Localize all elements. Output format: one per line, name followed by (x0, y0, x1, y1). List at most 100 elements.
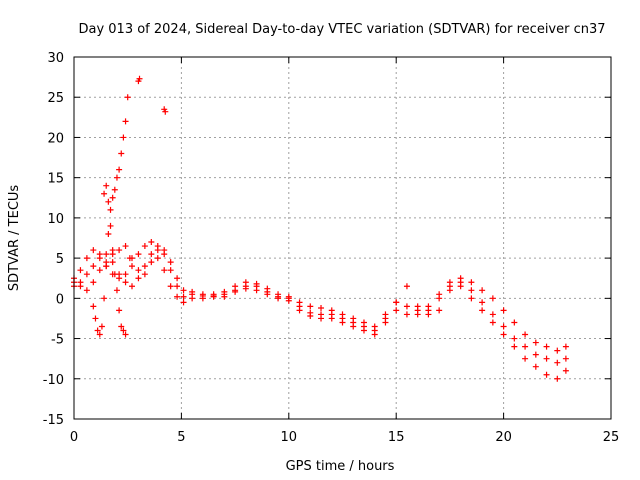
data-point (511, 319, 518, 326)
data-point (479, 299, 486, 306)
data-point (136, 75, 143, 82)
data-point (318, 315, 325, 322)
data-point (180, 299, 187, 306)
data-point (90, 279, 97, 286)
data-point (83, 271, 90, 278)
data-point (468, 295, 475, 302)
data-point (554, 375, 561, 382)
x-tick-label: 20 (495, 430, 512, 445)
data-point (511, 343, 518, 350)
data-point (98, 323, 105, 330)
data-point (83, 255, 90, 262)
data-point (141, 243, 148, 250)
data-point (96, 255, 103, 262)
tick-labels: 0 5 10 15 20 25 -15 -10 -5 0 5 10 15 20 25 30 (43, 51, 620, 445)
data-point (141, 263, 148, 270)
data-point (162, 108, 169, 115)
data-point (468, 287, 475, 294)
data-point (393, 307, 400, 314)
data-point (468, 279, 475, 286)
data-point (403, 311, 410, 318)
data-point (109, 259, 116, 266)
data-points (71, 75, 569, 382)
data-point (180, 293, 187, 300)
data-point (522, 343, 529, 350)
data-point (77, 283, 84, 290)
data-point (489, 319, 496, 326)
data-point (253, 287, 260, 294)
data-point (120, 327, 127, 334)
data-point (253, 280, 260, 287)
data-point (92, 315, 99, 322)
plot-border (73, 56, 612, 420)
data-point (135, 275, 142, 282)
data-point (122, 271, 129, 278)
data-point (128, 283, 135, 290)
data-point (167, 259, 174, 266)
data-point (167, 283, 174, 290)
data-point (90, 247, 97, 254)
data-point (457, 283, 464, 290)
data-point (94, 327, 101, 334)
data-point (264, 291, 271, 298)
data-point (105, 198, 112, 205)
data-point (479, 307, 486, 314)
data-point (189, 295, 196, 302)
data-point (554, 359, 561, 366)
y-tick-label: 0 (56, 292, 64, 307)
data-point (174, 275, 181, 282)
grid-lines (74, 57, 611, 419)
x-tick-label: 25 (603, 430, 620, 445)
data-point (562, 367, 569, 374)
data-point (118, 323, 125, 330)
data-point (393, 299, 400, 306)
data-point (124, 94, 131, 101)
data-point (414, 303, 421, 310)
data-point (135, 251, 142, 258)
data-point (221, 293, 228, 300)
x-tick-label: 0 (70, 430, 78, 445)
data-point (500, 323, 507, 330)
data-point (96, 267, 103, 274)
data-point (90, 303, 97, 310)
data-point (174, 293, 181, 300)
data-point (489, 295, 496, 302)
y-tick-label: 10 (47, 212, 64, 227)
data-point (101, 190, 108, 197)
data-point (111, 186, 118, 193)
data-point (414, 311, 421, 318)
data-point (180, 287, 187, 294)
data-point (113, 174, 120, 181)
data-point (118, 150, 125, 157)
data-point (122, 118, 129, 125)
data-point (543, 355, 550, 362)
data-point (105, 230, 112, 237)
data-point (113, 287, 120, 294)
y-tick-label: 30 (47, 51, 64, 66)
data-point (167, 267, 174, 274)
data-point (77, 267, 84, 274)
data-point (436, 295, 443, 302)
x-axis-label: GPS time / hours (286, 459, 395, 474)
data-point (161, 247, 168, 254)
data-point (382, 319, 389, 326)
data-point (543, 343, 550, 350)
data-point (148, 251, 155, 258)
data-point (90, 263, 97, 270)
x-tick-label: 5 (177, 430, 185, 445)
y-tick-label: 15 (47, 172, 64, 187)
data-point (154, 247, 161, 254)
data-point (141, 271, 148, 278)
data-point (328, 315, 335, 322)
data-point (109, 247, 116, 254)
data-point (500, 331, 507, 338)
data-point (511, 335, 518, 342)
data-point (436, 307, 443, 314)
data-point (522, 331, 529, 338)
plot-background (74, 57, 611, 419)
data-point (242, 285, 249, 292)
data-point (83, 287, 90, 294)
x-tick-label: 15 (388, 430, 405, 445)
